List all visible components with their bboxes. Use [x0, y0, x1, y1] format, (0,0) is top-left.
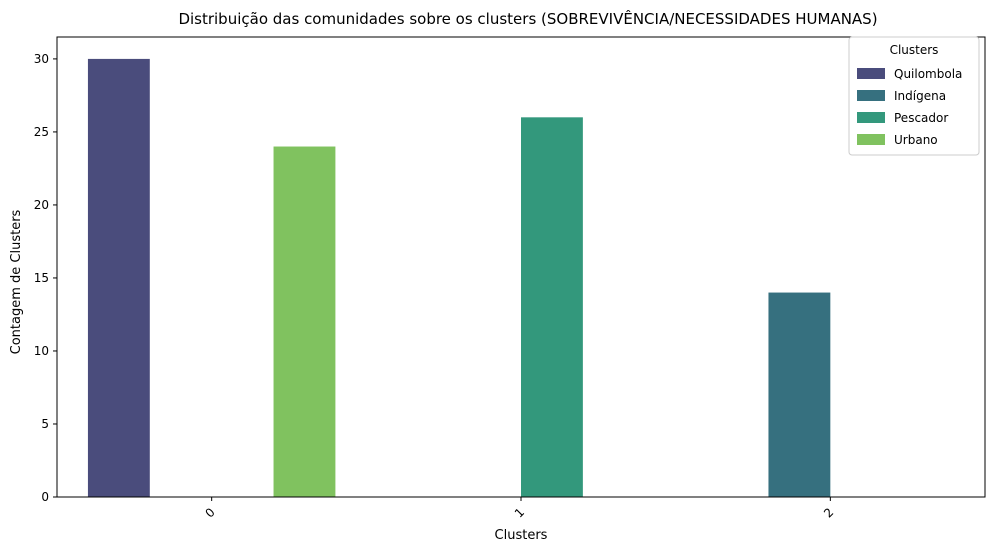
legend-title: Clusters [890, 43, 939, 57]
y-axis-label: Contagem de Clusters [9, 209, 24, 354]
y-tick-label: 0 [41, 490, 49, 504]
y-tick-label: 25 [34, 125, 49, 139]
chart-title: Distribuição das comunidades sobre os cl… [178, 9, 877, 28]
x-axis: 0 1 2 [202, 497, 836, 521]
y-tick-label: 10 [34, 344, 49, 358]
legend-label-quilombola: Quilombola [894, 67, 962, 81]
legend-box [848, 36, 980, 156]
y-tick-label: 5 [41, 417, 49, 431]
legend-label-indígena: Indígena [894, 89, 946, 103]
x-tick-label: 1 [512, 505, 527, 520]
bar-quilombola-cluster-0 [87, 58, 150, 498]
x-tick-label: 0 [202, 505, 217, 520]
legend: Clusters Quilombola Indígena Pescador Urbano [848, 36, 980, 156]
x-axis-label: Clusters [495, 528, 548, 543]
legend-swatch-quilombola [857, 68, 885, 79]
legend-label-urbano: Urbano [894, 133, 938, 147]
bar-indígena-cluster-2 [768, 292, 831, 497]
legend-swatch-indígena [857, 90, 885, 101]
y-axis: 0 5 10 15 20 25 30 [34, 52, 57, 504]
legend-swatch-pescador [857, 112, 885, 123]
legend-label-pescador: Pescador [894, 111, 948, 125]
bar-urbano-cluster-0 [273, 146, 336, 497]
plot-area [56, 36, 986, 498]
y-tick-label: 20 [34, 198, 49, 212]
bar-pescador-cluster-1 [521, 117, 583, 498]
x-tick-label: 2 [821, 505, 836, 520]
y-tick-label: 15 [34, 271, 49, 285]
y-tick-label: 30 [34, 52, 49, 66]
legend-swatch-urbano [857, 134, 885, 145]
